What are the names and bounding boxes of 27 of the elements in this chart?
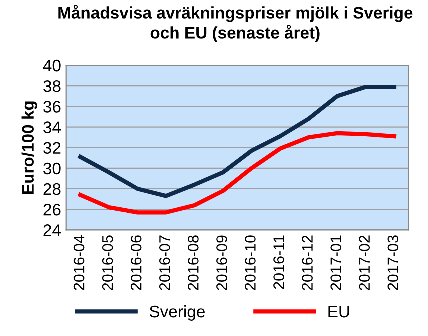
x-tick-label: 2016-12: [302, 236, 313, 290]
x-tick-label: 2017-02: [359, 236, 370, 290]
legend-label: Sverige: [150, 305, 205, 321]
x-tick-label: 2016-11: [274, 236, 284, 290]
line-series: [78, 131, 397, 215]
y-tick-label: 34: [44, 122, 61, 134]
y-tick-label: 24: [44, 224, 61, 236]
x-tick-label: 2016-09: [216, 236, 228, 290]
y-tick-label: 30: [44, 162, 61, 175]
legend-label: EU: [328, 306, 350, 318]
y-tick-label: 38: [44, 80, 61, 92]
y-tick-label: 36: [44, 101, 61, 113]
y-tick-label: 32: [44, 142, 61, 154]
x-tick-label: 2017-03: [388, 236, 399, 290]
y-axis-title: Euro/100 kg: [22, 102, 38, 194]
x-tick-label: 2016-04: [74, 235, 85, 290]
chart-title: Månadsvisa avräkningspriser mjölk i Sverige och EU (senaste året): [58, 5, 413, 42]
x-tick-label: 2016-05: [102, 236, 114, 290]
x-tick-label: 2017-01: [330, 236, 342, 290]
y-tick-label: 40: [43, 60, 61, 72]
x-tick-label: 2016-08: [188, 236, 199, 290]
x-tick-label: 2016-07: [159, 236, 170, 290]
x-tick-label: 2016-10: [245, 236, 256, 290]
line-series: [78, 85, 397, 198]
y-tick-label: 26: [44, 204, 61, 216]
y-tick-label: 28: [44, 183, 61, 196]
x-tick-label: 2016-06: [130, 236, 142, 290]
